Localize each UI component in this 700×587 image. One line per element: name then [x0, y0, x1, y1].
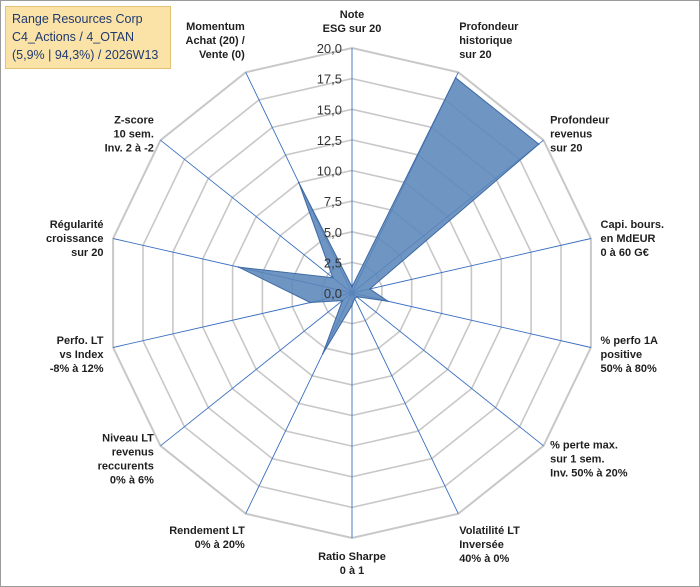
data-point-4: [387, 300, 389, 303]
axis-label-line: 0 à 60 G€: [601, 247, 649, 259]
spoke-12: [160, 139, 353, 294]
data-point-2: [538, 143, 540, 145]
score-period: (5,9% | 94,3%) / 2026W13: [12, 48, 159, 62]
axis-label-line: Perfo. LT: [57, 335, 104, 347]
axis-label-line: Inv. 50% à 20%: [550, 468, 628, 480]
axis-label-line: 0% à 20%: [195, 539, 245, 551]
axis-label-line: sur 1 sem.: [550, 454, 604, 466]
axis-label-line: Inv. 2 à -2: [105, 142, 154, 154]
axis-label-line: Rendement LT: [169, 525, 245, 537]
tick-label-6: 15,0: [317, 102, 342, 117]
data-point-12: [332, 276, 334, 279]
axis-label-13: Momentum Achat (20) / Vente (0): [186, 21, 246, 61]
axis-label-line: Vente (0): [199, 49, 245, 61]
axis-label-1: Profondeur historique sur 20: [459, 21, 519, 61]
data-point-3: [369, 288, 371, 290]
data-point-5: [356, 296, 358, 298]
axis-label-0: Note ESG sur 20: [323, 9, 382, 35]
axis-label-9: Niveau LT revenus reccurents 0% à 6%: [98, 433, 155, 487]
axis-label-11: Régularité croissance sur 20: [46, 219, 103, 259]
axis-label-line: Régularité: [50, 219, 104, 231]
axis-label-line: revenus: [550, 128, 592, 140]
category-labels: Note ESG sur 20 Profondeur historique sur 20…: [46, 9, 664, 577]
axis-label-line: historique: [459, 35, 512, 47]
axis-label-line: croissance: [46, 233, 103, 245]
axis-label-line: -8% à 12%: [50, 363, 104, 375]
axis-label-line: vs Index: [59, 349, 104, 361]
axis-label-3: Capi. bours. en MdEUR 0 à 60 G€: [601, 219, 665, 259]
spoke-3: [351, 238, 592, 294]
axis-label-line: reccurents: [98, 461, 154, 473]
axis-label-6: Volatilité LT Inversée 40% à 0%: [459, 525, 520, 565]
axis-label-8: Rendement LT 0% à 20%: [169, 525, 245, 551]
axis-label-line: sur 20: [71, 247, 103, 259]
axis-label-7: Ratio Sharpe 0 à 1: [318, 551, 386, 577]
axis-label-line: sur 20: [550, 142, 582, 154]
axis-label-5: % perte max. sur 1 sem. Inv. 50% à 20%: [550, 440, 628, 480]
axis-label-line: 50% à 80%: [601, 363, 657, 375]
axis-label-line: Achat (20) /: [186, 35, 245, 47]
data-point-0: [351, 286, 353, 288]
axis-label-12: Z-score 10 sem. Inv. 2 à -2: [105, 114, 154, 154]
data-point-1: [454, 77, 457, 79]
axis-label-line: positive: [601, 349, 643, 361]
series-area: [237, 77, 540, 355]
data-point-6: [353, 297, 356, 300]
spoke-5: [351, 292, 544, 447]
axis-label-line: Z-score: [114, 114, 154, 126]
tick-label-7: 17,5: [317, 72, 342, 87]
axis-label-line: 40% à 0%: [459, 553, 509, 565]
tick-label-8: 20,0: [317, 41, 342, 56]
tick-labels: 0,0 2,5 5,0 7,5 10,0 12,5 15,0 17,5 20,0: [317, 41, 342, 301]
company-name: Range Resources Corp: [12, 12, 143, 26]
tick-label-4: 10,0: [317, 164, 342, 179]
tick-label-0: 0,0: [324, 286, 342, 301]
axis-label-4: % perfo 1A positive 50% à 80%: [601, 335, 659, 375]
series-polygon: [238, 77, 540, 354]
axis-label-2: Profondeur revenus sur 20: [550, 114, 610, 154]
axis-label-line: 10 sem.: [114, 128, 154, 140]
axis-label-line: % perte max.: [550, 440, 618, 452]
axis-label-line: Ratio Sharpe: [318, 551, 386, 563]
axis-label-line: % perfo 1A: [601, 335, 659, 347]
axis-label-line: Capi. bours.: [601, 219, 665, 231]
data-point-9: [341, 299, 344, 302]
axis-label-line: Profondeur: [459, 21, 519, 33]
spoke-9: [160, 292, 353, 447]
axis-label-line: 0 à 1: [340, 565, 364, 577]
data-point-11: [237, 266, 240, 268]
axis-label-line: Note: [340, 9, 364, 21]
axis-label-line: ESG sur 20: [323, 23, 382, 35]
axis-label-line: sur 20: [459, 49, 491, 61]
axis-label-line: en MdEUR: [601, 233, 656, 245]
axis-label-10: Perfo. LT vs Index -8% à 12%: [50, 335, 105, 375]
spoke-4: [351, 292, 592, 348]
axis-label-line: Volatilité LT: [459, 525, 520, 537]
axis-label-line: Profondeur: [550, 114, 610, 126]
axis-label-line: Niveau LT: [102, 433, 154, 445]
tick-label-2: 5,0: [324, 225, 342, 240]
data-point-13: [298, 181, 300, 184]
axis-label-line: Inversée: [459, 539, 504, 551]
axis-label-line: 0% à 6%: [110, 475, 154, 487]
tick-label-1: 2,5: [324, 255, 342, 270]
tick-label-3: 7,5: [324, 194, 342, 209]
data-point-10: [309, 301, 312, 304]
data-point-7: [351, 304, 353, 307]
portfolio-code: C4_Actions / 4_OTAN: [12, 30, 135, 44]
tick-label-5: 12,5: [317, 133, 342, 148]
spoke-6: [351, 292, 459, 514]
data-point-8: [322, 352, 324, 355]
title-box: Range Resources Corp C4_Actions / 4_OTAN…: [5, 6, 171, 69]
axis-label-line: Momentum: [186, 21, 245, 33]
axis-label-line: revenus: [112, 447, 154, 459]
